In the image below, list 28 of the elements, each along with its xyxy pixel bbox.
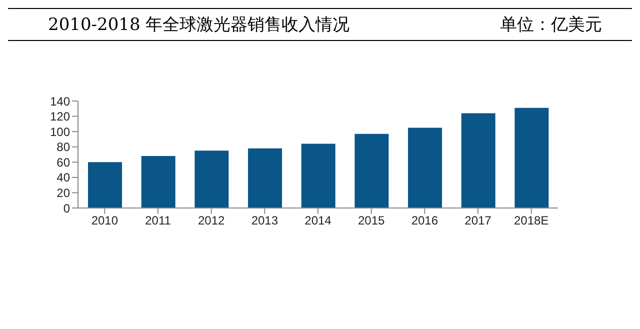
x-tick-label: 2018E <box>514 214 549 228</box>
x-tick-label: 2017 <box>464 214 492 228</box>
y-tick-label: 80 <box>56 140 70 154</box>
bar <box>248 148 282 208</box>
y-tick-label: 60 <box>56 155 70 170</box>
y-tick-label: 0 <box>63 201 70 216</box>
chart-title: 2010-2018 年全球激光器销售收入情况 <box>48 14 350 36</box>
x-tick-label: 2016 <box>411 214 438 228</box>
y-tick-label: 40 <box>56 170 70 185</box>
bar <box>194 150 229 208</box>
x-tick-label: 2011 <box>145 214 172 228</box>
x-tick-label: 2013 <box>251 214 278 228</box>
bar <box>141 156 176 208</box>
y-tick-label: 20 <box>56 186 70 200</box>
x-tick-label: 2010 <box>91 214 118 228</box>
x-tick-label: 2012 <box>198 214 226 228</box>
bar <box>408 128 442 208</box>
y-tick-label: 120 <box>50 110 70 124</box>
chart-subtitle: 单位：亿美元 <box>500 14 602 36</box>
x-tick-label: 2015 <box>358 214 386 228</box>
bar <box>301 144 336 208</box>
bar <box>461 113 496 208</box>
y-tick-label: 100 <box>50 124 70 139</box>
bar <box>354 134 389 208</box>
y-tick-label: 140 <box>50 94 70 108</box>
x-tick-label: 2014 <box>304 214 332 228</box>
bar <box>88 162 122 208</box>
bar <box>514 108 549 208</box>
